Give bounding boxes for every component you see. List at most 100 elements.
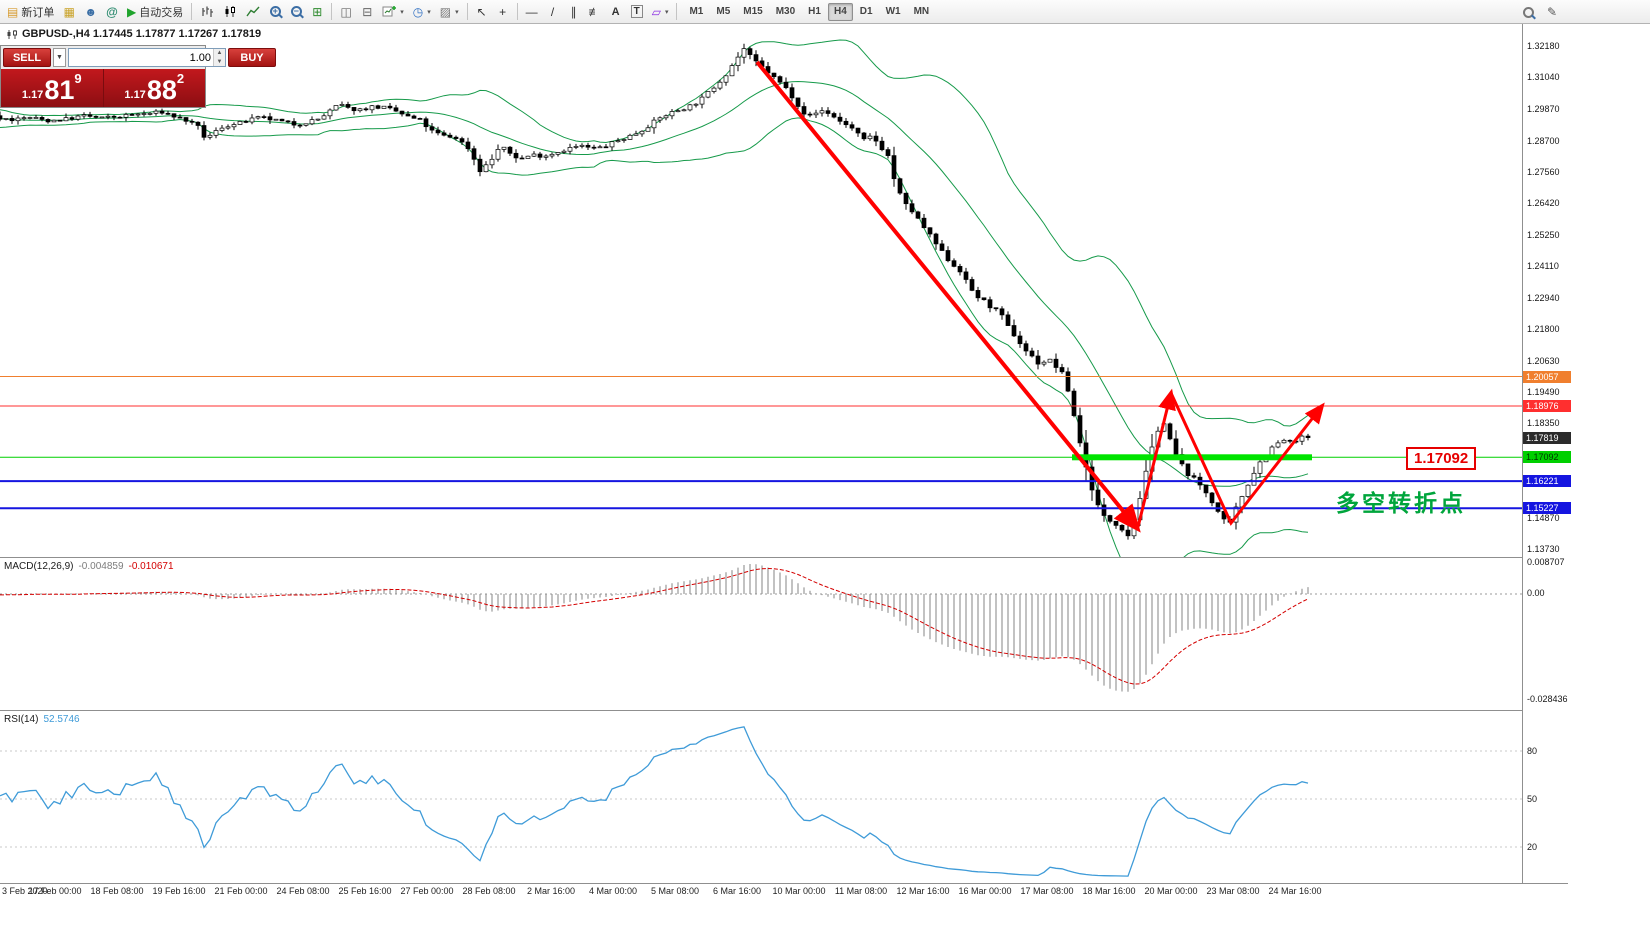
price-level-label: 1.18976 bbox=[1523, 400, 1571, 412]
volume-input[interactable] bbox=[69, 49, 213, 66]
panel-separator[interactable] bbox=[0, 557, 1650, 558]
spinner-down-icon: ▼ bbox=[214, 57, 225, 66]
tf-button-w1[interactable]: W1 bbox=[885, 6, 901, 17]
channel-tool-button[interactable]: ∥ bbox=[564, 2, 584, 22]
buy-price[interactable]: 1.17 88 2 bbox=[104, 69, 206, 107]
sell-price-prefix: 1.17 bbox=[21, 89, 44, 101]
candlestick-chart-canvas[interactable] bbox=[0, 24, 1523, 557]
volume-dropdown[interactable]: ▼ bbox=[53, 48, 66, 67]
date-label: 18 Feb 08:00 bbox=[90, 886, 144, 896]
crosshair-button[interactable]: + bbox=[493, 2, 513, 22]
chevron-down-icon: ▼ bbox=[56, 54, 63, 61]
date-label: 5 Mar 08:00 bbox=[650, 886, 700, 896]
edit-button[interactable]: ✎ bbox=[1542, 2, 1562, 22]
new-order-button[interactable]: ▤ 新订单 bbox=[3, 2, 58, 22]
macd-axis-label: 0.008707 bbox=[1527, 557, 1565, 567]
price-tick: 1.14870 bbox=[1527, 513, 1560, 523]
zoom-out-icon: − bbox=[290, 6, 302, 17]
buy-button[interactable]: BUY bbox=[228, 48, 276, 67]
price-tick: 1.18350 bbox=[1527, 418, 1560, 428]
price-level-label: 1.20057 bbox=[1523, 371, 1571, 383]
tf-button-h1[interactable]: H1 bbox=[808, 6, 821, 17]
date-label: 18 Mar 16:00 bbox=[1082, 886, 1136, 896]
zoom-out-button[interactable]: − bbox=[286, 2, 306, 22]
rsi-chart-canvas[interactable] bbox=[0, 711, 1523, 883]
date-label: 17 Feb 00:00 bbox=[28, 886, 82, 896]
profile-button[interactable]: ☻ bbox=[80, 2, 101, 22]
tf-button-h4[interactable]: H4 bbox=[827, 2, 853, 21]
support-price-callout: 1.17092 bbox=[1406, 447, 1477, 470]
label-tool-button[interactable]: A bbox=[606, 2, 626, 22]
shapes-icon: ▱ bbox=[651, 4, 661, 19]
price-axis: 1.32180 1.31040 1.29870 1.28700 1.27560 1.264… bbox=[1523, 24, 1650, 883]
price-tick: 1.19490 bbox=[1527, 387, 1560, 397]
cascade-windows-icon: ⊟ bbox=[362, 4, 373, 19]
candle-chart-mode-button[interactable] bbox=[219, 2, 241, 22]
price-tick: 1.29870 bbox=[1527, 104, 1560, 114]
date-label: 27 Feb 00:00 bbox=[400, 886, 454, 896]
shapes-tool-button[interactable]: ▱ ▾ bbox=[648, 2, 673, 22]
sell-price[interactable]: 1.17 81 9 bbox=[1, 69, 103, 107]
macd-chart-canvas[interactable] bbox=[0, 558, 1523, 710]
tf-button-m5[interactable]: M5 bbox=[716, 6, 731, 17]
volume-spinner[interactable]: ▲ ▼ bbox=[213, 49, 225, 66]
price-tick: 1.25250 bbox=[1527, 230, 1560, 240]
tile-windows-button[interactable]: ◫ bbox=[336, 2, 356, 22]
rsi-axis-label: 80 bbox=[1527, 746, 1538, 756]
autotrading-button[interactable]: ▶ 自动交易 bbox=[123, 2, 187, 22]
trade-panel-controls: SELL ▼ ▲▼ BUY bbox=[1, 46, 276, 69]
toolbar-separator bbox=[466, 3, 468, 20]
date-label: 21 Feb 00:00 bbox=[214, 886, 268, 896]
new-chart-icon bbox=[382, 6, 397, 17]
line-chart-icon bbox=[246, 6, 260, 17]
date-label: 20 Mar 00:00 bbox=[1144, 886, 1198, 896]
clock-icon: ◷ bbox=[412, 4, 424, 19]
community-icon: @ bbox=[106, 4, 118, 19]
new-chart-button[interactable]: ▾ bbox=[378, 2, 408, 22]
cascade-windows-button[interactable]: ⊟ bbox=[357, 2, 377, 22]
price-tick: 1.28700 bbox=[1527, 136, 1560, 146]
rsi-value: 52.5746 bbox=[43, 714, 80, 725]
price-axis-border bbox=[1522, 24, 1523, 883]
price-divider bbox=[102, 69, 104, 107]
main-toolbar: ▤ 新订单 ▦ ☻ @ ▶ 自动交易 + − ⊞ ◫ ⊟ ▾ ◷ ▾ ▨ ▾ ↖… bbox=[0, 0, 1650, 24]
tf-button-m30[interactable]: M30 bbox=[775, 6, 796, 17]
date-label: 16 Mar 00:00 bbox=[958, 886, 1012, 896]
panel-separator[interactable] bbox=[0, 710, 1650, 711]
price-tick: 1.20630 bbox=[1527, 356, 1560, 366]
channel-icon: ∥ bbox=[570, 4, 577, 19]
tf-button-m1[interactable]: M1 bbox=[689, 6, 704, 17]
bar-chart-mode-button[interactable] bbox=[196, 2, 218, 22]
buy-price-pipette: 2 bbox=[176, 71, 185, 86]
chart-window-button[interactable]: ▦ bbox=[59, 2, 79, 22]
fibo-tool-button[interactable]: ≢ bbox=[585, 2, 605, 22]
date-label: 23 Mar 08:00 bbox=[1206, 886, 1260, 896]
pencil-icon: ✎ bbox=[1546, 5, 1558, 19]
trendline-tool-button[interactable]: / bbox=[543, 2, 563, 22]
tf-button-mn[interactable]: MN bbox=[913, 6, 930, 17]
price-tick: 1.32180 bbox=[1527, 41, 1560, 51]
text-tool-button[interactable]: T bbox=[627, 2, 647, 22]
line-chart-mode-button[interactable] bbox=[242, 2, 264, 22]
grid-button[interactable]: ⊞ bbox=[307, 2, 327, 22]
autotrading-play-icon: ▶ bbox=[126, 4, 137, 19]
chevron-down-icon: ▾ bbox=[427, 8, 431, 16]
tile-windows-icon: ◫ bbox=[340, 4, 352, 19]
sell-button[interactable]: SELL bbox=[3, 48, 51, 67]
cursor-button[interactable]: ↖ bbox=[472, 2, 492, 22]
community-button[interactable]: @ bbox=[102, 2, 122, 22]
candlestick-icon bbox=[225, 6, 236, 17]
macd-label: MACD(12,26,9) -0.004859 -0.010671 bbox=[4, 561, 174, 572]
zoom-in-button[interactable]: + bbox=[265, 2, 285, 22]
search-button[interactable] bbox=[1518, 2, 1538, 22]
hline-tool-button[interactable]: — bbox=[522, 2, 542, 22]
date-label: 4 Mar 00:00 bbox=[588, 886, 638, 896]
template-button[interactable]: ▨ ▾ bbox=[436, 2, 463, 22]
period-button[interactable]: ◷ ▾ bbox=[409, 2, 435, 22]
tf-button-m15[interactable]: M15 bbox=[743, 6, 763, 17]
tf-button-d1[interactable]: D1 bbox=[859, 6, 873, 17]
price-tick: 1.24110 bbox=[1527, 261, 1559, 271]
date-label: 24 Mar 16:00 bbox=[1268, 886, 1322, 896]
date-label: 25 Feb 16:00 bbox=[338, 886, 392, 896]
